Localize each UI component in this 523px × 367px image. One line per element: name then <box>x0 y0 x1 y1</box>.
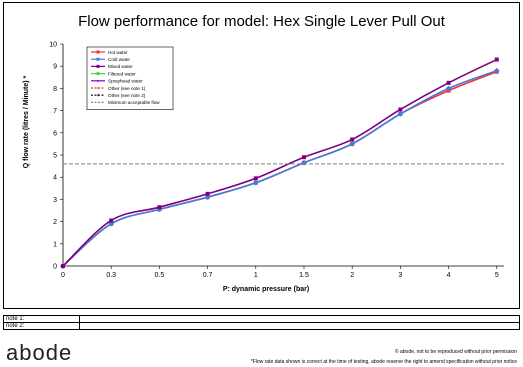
legend-label: Mixed water <box>108 64 133 69</box>
y-tick-label: 7 <box>53 108 57 115</box>
legend-marker-icon <box>96 64 100 68</box>
y-tick-label: 5 <box>53 153 57 160</box>
legend-marker-icon: × <box>97 86 100 92</box>
brand-logo: abode <box>6 340 73 365</box>
note-label: note 1: <box>3 315 80 323</box>
x-tick-label: 0.7 <box>203 272 213 279</box>
data-point <box>493 67 500 74</box>
data-point <box>205 191 210 196</box>
note-row: note 2: <box>3 322 520 330</box>
x-axis-label: P: dynamic pressure (bar) <box>223 286 309 293</box>
chart-title: Flow performance for model: Hex Single L… <box>78 13 445 30</box>
data-point <box>349 141 356 147</box>
legend-marker-icon <box>96 72 100 76</box>
data-point <box>350 137 355 142</box>
y-tick-label: 2 <box>53 219 57 226</box>
data-point <box>445 85 452 92</box>
x-tick-label: 2 <box>350 272 354 279</box>
flow-chart: 0 1 2 3 4 5 6 7 8 9 10 0 0.3 0.5 0.7 1 1.5 2 3 4 5 Hot water… <box>23 42 504 293</box>
legend-label: Other (see note 1) <box>108 86 146 91</box>
y-tick-label: 8 <box>53 86 57 93</box>
legend-label: Other (see note 2) <box>108 93 146 98</box>
x-tick-label: 3 <box>398 272 402 279</box>
note-value <box>79 315 520 323</box>
legend-label: Minimum acceptable flow <box>108 100 160 105</box>
series-line <box>62 58 498 267</box>
y-tick-label: 9 <box>53 64 57 71</box>
series-line <box>62 69 498 267</box>
y-tick-label: 3 <box>53 197 57 204</box>
data-point <box>398 107 403 112</box>
y-tick-label: 10 <box>49 42 57 49</box>
x-tick-label: 0.5 <box>155 272 165 279</box>
disclaimer-text: *Flow rate data shown is correct at the … <box>250 359 517 365</box>
x-tick-label: 1 <box>254 272 258 279</box>
data-point <box>397 111 404 117</box>
legend-marker-icon: × <box>97 79 100 85</box>
x-tick-label: 1.5 <box>299 272 309 279</box>
data-point <box>61 264 65 268</box>
y-axis-label: Q flow rate (litres / Minute) * <box>23 75 30 168</box>
y-tick-label: 4 <box>53 175 57 182</box>
note-row: note 1: <box>3 315 520 323</box>
data-point <box>252 179 259 186</box>
data-point <box>494 57 499 62</box>
copyright-text: © abode, not to be reproduced without pr… <box>394 349 517 355</box>
data-point <box>253 176 258 181</box>
legend-label: Sprayhead water <box>108 79 143 84</box>
legend-marker-icon <box>96 50 100 54</box>
y-tick-label: 6 <box>53 130 57 137</box>
x-tick-label: 0.3 <box>106 272 116 279</box>
legend-box <box>86 46 174 110</box>
data-point <box>157 205 162 210</box>
y-tick-label: 1 <box>53 241 57 248</box>
legend-marker-icon <box>96 57 100 61</box>
y-tick-label: 0 <box>53 264 57 271</box>
legend-label: Cold water <box>108 57 130 62</box>
legend-label: Hot water <box>108 50 128 55</box>
note-value <box>79 322 520 330</box>
note-label: note 2: <box>3 322 80 330</box>
x-tick-label: 4 <box>447 272 451 279</box>
data-point <box>301 155 306 160</box>
data-point <box>446 80 451 85</box>
legend-label: Filtered water <box>108 71 136 76</box>
data-point <box>109 218 114 223</box>
x-tick-label: 0 <box>61 272 65 279</box>
notes-table: note 1: note 2: <box>3 315 520 330</box>
legend-marker-icon: × <box>97 93 100 99</box>
x-tick-label: 5 <box>495 272 499 279</box>
